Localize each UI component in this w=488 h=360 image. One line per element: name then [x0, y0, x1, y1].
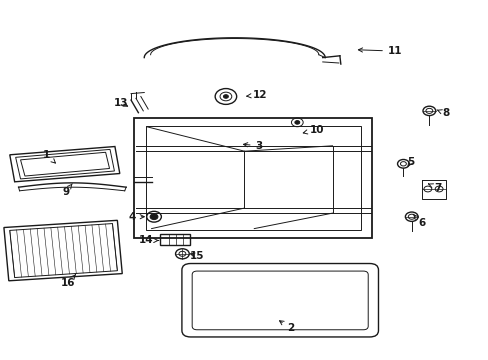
Text: 8: 8	[436, 108, 448, 118]
Circle shape	[150, 214, 158, 220]
Text: 10: 10	[303, 125, 324, 135]
Text: 3: 3	[243, 141, 262, 151]
Circle shape	[294, 121, 299, 124]
Text: 16: 16	[61, 275, 76, 288]
Text: 14: 14	[138, 235, 158, 246]
Text: 4: 4	[128, 212, 144, 222]
Text: 15: 15	[189, 251, 203, 261]
Text: 5: 5	[407, 157, 413, 167]
Text: 9: 9	[62, 184, 72, 197]
Text: 11: 11	[358, 46, 402, 56]
Text: 12: 12	[246, 90, 267, 100]
Text: 13: 13	[114, 98, 128, 108]
Text: 6: 6	[412, 214, 424, 228]
Circle shape	[223, 95, 228, 98]
Text: 1: 1	[43, 150, 55, 163]
Text: 2: 2	[279, 321, 294, 333]
Text: 7: 7	[427, 183, 441, 193]
